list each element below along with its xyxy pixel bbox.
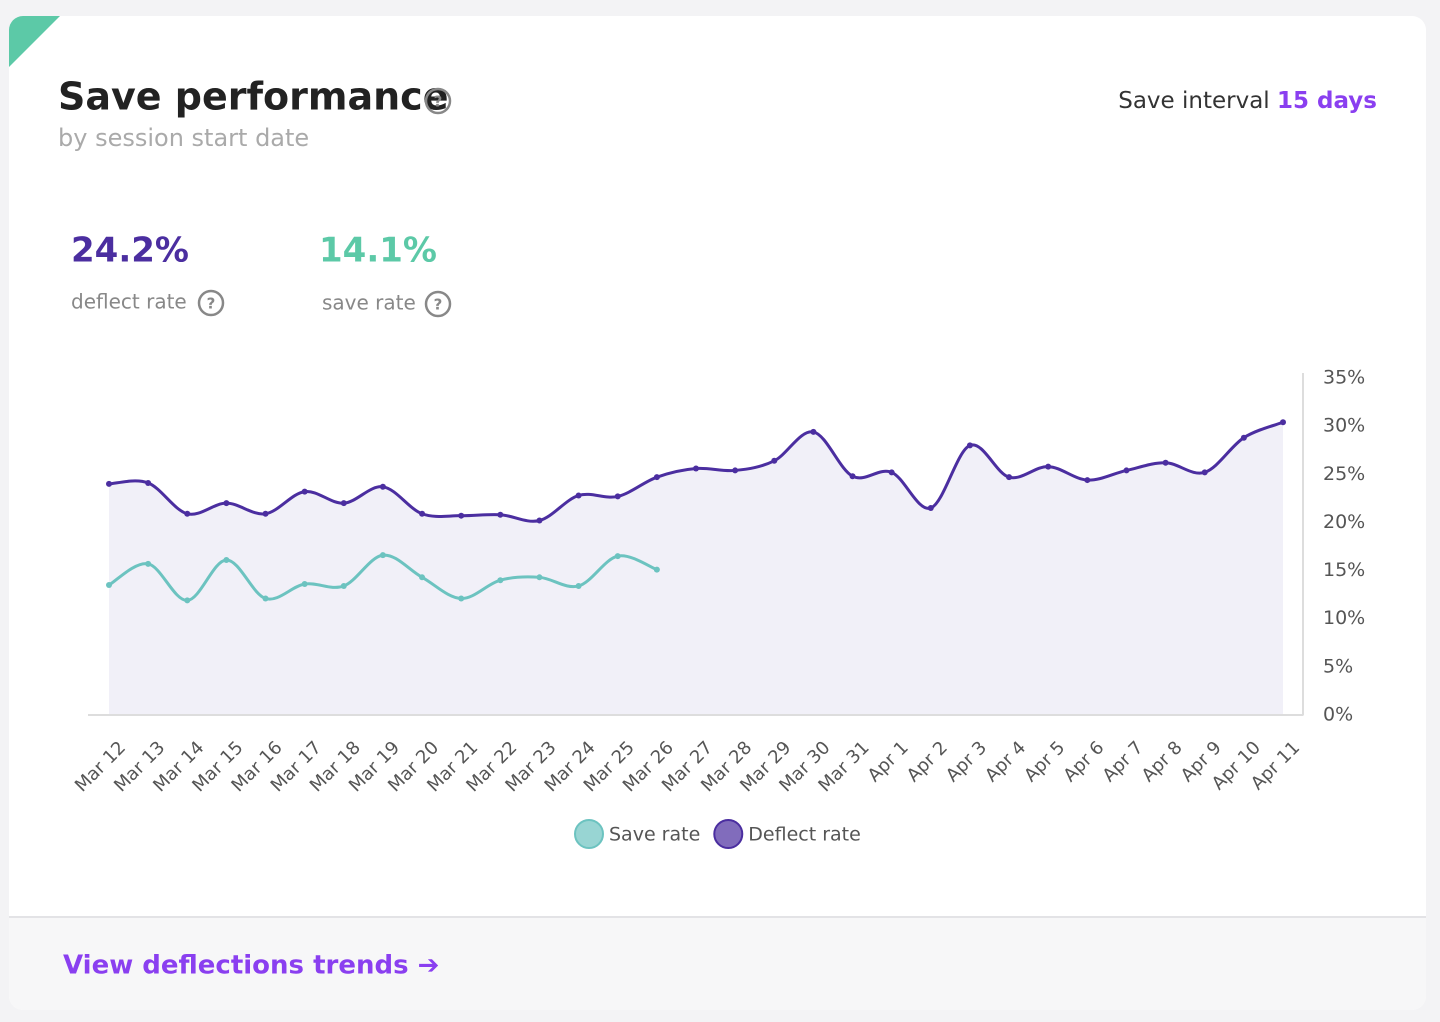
point <box>145 560 152 567</box>
legend-swatch <box>713 819 744 849</box>
point <box>458 512 465 519</box>
point <box>693 465 699 472</box>
stat-value: 24.2% <box>71 231 189 271</box>
point <box>849 473 856 480</box>
svg-text:?: ? <box>434 296 443 314</box>
point <box>575 582 582 589</box>
y-tick-label: 30% <box>1323 415 1365 437</box>
point <box>262 595 269 602</box>
point <box>262 510 269 517</box>
point <box>810 428 817 435</box>
point <box>888 469 895 476</box>
footer-bg <box>9 917 1426 1010</box>
stat-label: deflect rate <box>71 290 187 314</box>
y-tick-label: 25% <box>1323 463 1365 485</box>
point <box>106 582 112 589</box>
svg-text:?: ? <box>434 93 443 111</box>
point <box>732 467 739 474</box>
point <box>1123 467 1130 474</box>
point <box>966 442 973 449</box>
stat-value: 14.1% <box>319 231 437 271</box>
point <box>379 552 386 559</box>
point <box>614 493 621 500</box>
y-tick-label: 35% <box>1323 367 1365 389</box>
point <box>301 581 308 588</box>
point <box>419 574 426 581</box>
svg-text:?: ? <box>207 295 216 313</box>
interval-label: Save interval <box>1118 88 1269 114</box>
y-tick-label: 20% <box>1323 511 1365 533</box>
point <box>575 492 582 499</box>
point <box>301 488 308 495</box>
help-icon[interactable]: ? <box>424 87 452 115</box>
y-tick-label: 5% <box>1323 655 1353 677</box>
interval: Save interval 15 days <box>1118 88 1377 114</box>
stat-label: save rate <box>322 291 416 315</box>
point <box>379 483 386 490</box>
point <box>1280 419 1286 426</box>
legend-label: Save rate <box>609 824 700 846</box>
point <box>1084 477 1091 484</box>
point <box>1045 463 1052 470</box>
point <box>614 553 621 560</box>
point <box>771 457 778 464</box>
title: Save performance <box>58 75 448 119</box>
point <box>1162 459 1169 466</box>
y-tick-label: 15% <box>1323 559 1365 581</box>
point <box>223 556 230 563</box>
legend-label: Deflect rate <box>748 824 861 846</box>
point <box>653 474 660 481</box>
point <box>340 582 347 589</box>
point <box>340 500 347 507</box>
point <box>1201 469 1208 476</box>
help-icon[interactable]: ? <box>197 289 225 317</box>
legend-item[interactable]: Deflect rate <box>713 819 861 849</box>
point <box>145 479 152 486</box>
area <box>109 422 1283 715</box>
point <box>106 480 112 487</box>
corner-badge <box>9 16 60 67</box>
legend-item[interactable]: Save rate <box>574 819 700 849</box>
point <box>419 510 426 517</box>
interval-value[interactable]: 15 days <box>1277 88 1377 114</box>
point <box>497 511 504 518</box>
point <box>223 500 230 507</box>
point <box>1240 434 1247 441</box>
help-icon[interactable]: ? <box>424 290 452 318</box>
y-tick-label: 0% <box>1323 704 1353 726</box>
legend-swatch <box>574 819 604 849</box>
point <box>536 517 543 524</box>
point <box>1006 474 1013 481</box>
point <box>184 510 191 517</box>
point <box>536 574 543 581</box>
y-tick-label: 10% <box>1323 607 1365 629</box>
point <box>458 595 465 602</box>
subtitle: by session start date <box>58 124 309 152</box>
footer-link[interactable]: View deflections trends ➔ <box>63 951 439 981</box>
point <box>653 566 660 573</box>
point <box>184 597 191 604</box>
point <box>927 504 934 511</box>
point <box>497 577 504 584</box>
